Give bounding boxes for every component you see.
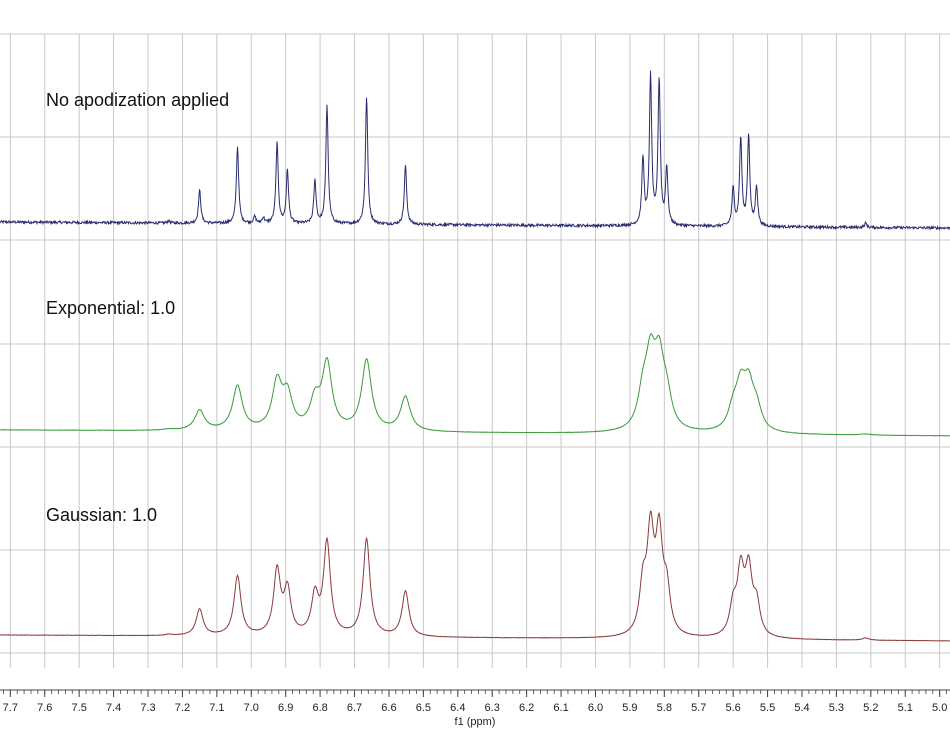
x-tick-label: 7.4 bbox=[106, 702, 121, 714]
spectrum-panel: Exponential: 1.0 bbox=[0, 298, 950, 437]
panel-label: Gaussian: 1.0 bbox=[46, 505, 157, 525]
x-tick-label: 7.3 bbox=[140, 702, 155, 714]
x-tick-label: 6.3 bbox=[485, 702, 500, 714]
x-tick-label: 6.8 bbox=[312, 702, 327, 714]
x-tick-label: 5.5 bbox=[760, 702, 775, 714]
x-tick-label: 5.4 bbox=[794, 702, 809, 714]
x-tick-label: 7.7 bbox=[3, 702, 18, 714]
spectrum-panel: Gaussian: 1.0 bbox=[0, 505, 950, 642]
x-tick-label: 7.0 bbox=[244, 702, 259, 714]
x-tick-label: 6.9 bbox=[278, 702, 293, 714]
x-tick-label: 5.0 bbox=[932, 702, 947, 714]
x-tick-label: 7.2 bbox=[175, 702, 190, 714]
x-tick-label: 5.1 bbox=[898, 702, 913, 714]
x-axis-title: f1 (ppm) bbox=[455, 716, 496, 728]
x-tick-label: 6.4 bbox=[450, 702, 465, 714]
x-tick-label: 5.2 bbox=[863, 702, 878, 714]
panel-label: No apodization applied bbox=[46, 90, 229, 110]
x-tick-label: 6.0 bbox=[588, 702, 603, 714]
x-tick-label: 5.7 bbox=[691, 702, 706, 714]
gridlines bbox=[0, 33, 950, 668]
x-tick-label: 5.8 bbox=[657, 702, 672, 714]
panel-label: Exponential: 1.0 bbox=[46, 298, 175, 318]
spectrum-trace bbox=[0, 332, 950, 437]
x-tick-label: 6.1 bbox=[553, 702, 568, 714]
x-tick-label: 5.6 bbox=[726, 702, 741, 714]
x-tick-label: 7.1 bbox=[209, 702, 224, 714]
x-tick-label: 7.6 bbox=[37, 702, 52, 714]
x-tick-label: 6.6 bbox=[381, 702, 396, 714]
x-tick-label: 6.5 bbox=[416, 702, 431, 714]
spectrum-trace bbox=[0, 510, 950, 642]
x-axis: 7.7 7.6 7.5 7.4 7.3 7.2 7.1 7.0 6.9 6.8 6.7 6.6 6.5 6… bbox=[0, 689, 950, 714]
x-tick-label: 5.9 bbox=[622, 702, 637, 714]
spectrum-panel: No apodization applied bbox=[0, 70, 950, 231]
x-tick-label: 6.7 bbox=[347, 702, 362, 714]
spectrum-panels: No apodization applied Exponential: 1.0 Ga… bbox=[0, 70, 950, 642]
x-tick-label: 6.2 bbox=[519, 702, 534, 714]
x-tick-label: 5.3 bbox=[829, 702, 844, 714]
x-tick-label: 7.5 bbox=[72, 702, 87, 714]
spectrum-trace bbox=[0, 70, 950, 231]
